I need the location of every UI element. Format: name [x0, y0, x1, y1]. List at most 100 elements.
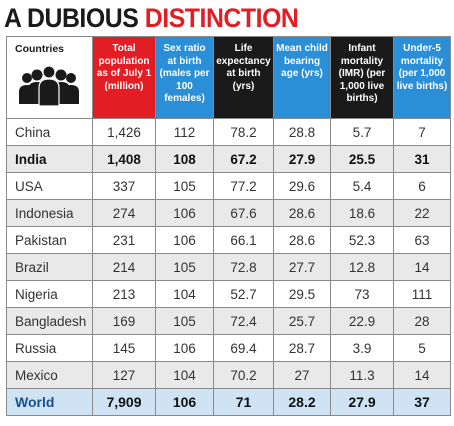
cell-infant-mortality: 25.5 [330, 145, 394, 173]
cell-country: Nigeria [6, 280, 93, 308]
cell-infant-mortality: 5.4 [330, 172, 394, 200]
cell-country: Bangladesh [6, 307, 93, 335]
cell-country: Indonesia [6, 199, 93, 227]
cell-mean-child-bearing-age: 28.7 [273, 334, 331, 362]
cell-mean-child-bearing-age: 29.5 [273, 280, 331, 308]
cell-population: 145 [92, 334, 156, 362]
cell-mean-child-bearing-age: 28.8 [273, 118, 331, 146]
cell-country: USA [6, 172, 93, 200]
header-infant-mortality: Infant mortality (IMR) (per 1,000 live b… [330, 36, 394, 119]
cell-under5-mortality: 14 [393, 253, 451, 281]
cell-infant-mortality: 52.3 [330, 226, 394, 254]
cell-sex-ratio: 104 [155, 361, 214, 389]
cell-infant-mortality: 27.9 [330, 388, 394, 416]
header-row: Countries Total p [6, 36, 451, 119]
table-row: Russia 145 106 69.4 28.7 3.9 5 [6, 334, 451, 362]
cell-under5-mortality: 28 [393, 307, 451, 335]
cell-population: 214 [92, 253, 156, 281]
cell-population: 7,909 [92, 388, 156, 416]
cell-sex-ratio: 105 [155, 253, 214, 281]
cell-population: 169 [92, 307, 156, 335]
cell-population: 213 [92, 280, 156, 308]
world-row: World 7,909 106 71 28.2 27.9 37 [6, 388, 451, 416]
cell-country: Mexico [6, 361, 93, 389]
cell-life-expectancy: 69.4 [213, 334, 274, 362]
cell-under5-mortality: 31 [393, 145, 451, 173]
cell-under5-mortality: 5 [393, 334, 451, 362]
title-part-red: DISTINCTION [144, 3, 299, 33]
cell-sex-ratio: 106 [155, 199, 214, 227]
cell-sex-ratio: 105 [155, 172, 214, 200]
table-row: India 1,408 108 67.2 27.9 25.5 31 [6, 145, 451, 173]
table-row: Nigeria 213 104 52.7 29.5 73 111 [6, 280, 451, 308]
header-mean-child-bearing-age: Mean child bearing age (yrs) [273, 36, 331, 119]
cell-sex-ratio: 106 [155, 388, 214, 416]
cell-infant-mortality: 22.9 [330, 307, 394, 335]
cell-population: 1,408 [92, 145, 156, 173]
cell-life-expectancy: 71 [213, 388, 274, 416]
page-title: A DUBIOUS DISTINCTION [4, 2, 299, 34]
header-sex-ratio: Sex ratio at birth (males per 100 female… [155, 36, 214, 119]
cell-infant-mortality: 18.6 [330, 199, 394, 227]
cell-population: 231 [92, 226, 156, 254]
cell-under5-mortality: 37 [393, 388, 451, 416]
cell-mean-child-bearing-age: 25.7 [273, 307, 331, 335]
cell-under5-mortality: 6 [393, 172, 451, 200]
header-population: Total population as of July 1 (million) [92, 36, 156, 119]
table-row: Mexico 127 104 70.2 27 11.3 14 [6, 361, 451, 389]
people-group-icon [19, 65, 79, 106]
cell-infant-mortality: 11.3 [330, 361, 394, 389]
cell-sex-ratio: 105 [155, 307, 214, 335]
cell-population: 1,426 [92, 118, 156, 146]
header-under5-mortality: Under-5 mortality (per 1,000 live births… [393, 36, 451, 119]
cell-life-expectancy: 70.2 [213, 361, 274, 389]
title-part-black: A DUBIOUS [4, 3, 145, 33]
demographics-table: Countries Total p [6, 36, 451, 416]
table-row: USA 337 105 77.2 29.6 5.4 6 [6, 172, 451, 200]
cell-country: India [6, 145, 93, 173]
cell-life-expectancy: 66.1 [213, 226, 274, 254]
cell-mean-child-bearing-age: 28.6 [273, 199, 331, 227]
cell-country: Russia [6, 334, 93, 362]
header-life-expectancy: Life expectancy at birth (yrs) [213, 36, 274, 119]
cell-mean-child-bearing-age: 29.6 [273, 172, 331, 200]
cell-mean-child-bearing-age: 28.2 [273, 388, 331, 416]
cell-life-expectancy: 52.7 [213, 280, 274, 308]
cell-infant-mortality: 5.7 [330, 118, 394, 146]
cell-infant-mortality: 73 [330, 280, 394, 308]
cell-infant-mortality: 3.9 [330, 334, 394, 362]
cell-country: China [6, 118, 93, 146]
cell-population: 337 [92, 172, 156, 200]
cell-infant-mortality: 12.8 [330, 253, 394, 281]
table-row: Brazil 214 105 72.8 27.7 12.8 14 [6, 253, 451, 281]
cell-life-expectancy: 77.2 [213, 172, 274, 200]
cell-life-expectancy: 72.4 [213, 307, 274, 335]
table-row: China 1,426 112 78.2 28.8 5.7 7 [6, 118, 451, 146]
cell-life-expectancy: 67.6 [213, 199, 274, 227]
cell-sex-ratio: 104 [155, 280, 214, 308]
cell-country: World [6, 388, 93, 416]
table-row: Pakistan 231 106 66.1 28.6 52.3 63 [6, 226, 451, 254]
cell-country: Brazil [6, 253, 93, 281]
cell-sex-ratio: 112 [155, 118, 214, 146]
cell-mean-child-bearing-age: 28.6 [273, 226, 331, 254]
cell-sex-ratio: 106 [155, 334, 214, 362]
cell-life-expectancy: 67.2 [213, 145, 274, 173]
table-row: Indonesia 274 106 67.6 28.6 18.6 22 [6, 199, 451, 227]
cell-population: 127 [92, 361, 156, 389]
table-row: Bangladesh 169 105 72.4 25.7 22.9 28 [6, 307, 451, 335]
cell-mean-child-bearing-age: 27.7 [273, 253, 331, 281]
cell-life-expectancy: 78.2 [213, 118, 274, 146]
cell-population: 274 [92, 199, 156, 227]
cell-under5-mortality: 111 [393, 280, 451, 308]
cell-sex-ratio: 106 [155, 226, 214, 254]
cell-mean-child-bearing-age: 27.9 [273, 145, 331, 173]
cell-country: Pakistan [6, 226, 93, 254]
cell-life-expectancy: 72.8 [213, 253, 274, 281]
cell-under5-mortality: 22 [393, 199, 451, 227]
header-countries: Countries [6, 36, 93, 119]
cell-under5-mortality: 14 [393, 361, 451, 389]
cell-under5-mortality: 7 [393, 118, 451, 146]
cell-under5-mortality: 63 [393, 226, 451, 254]
cell-mean-child-bearing-age: 27 [273, 361, 331, 389]
